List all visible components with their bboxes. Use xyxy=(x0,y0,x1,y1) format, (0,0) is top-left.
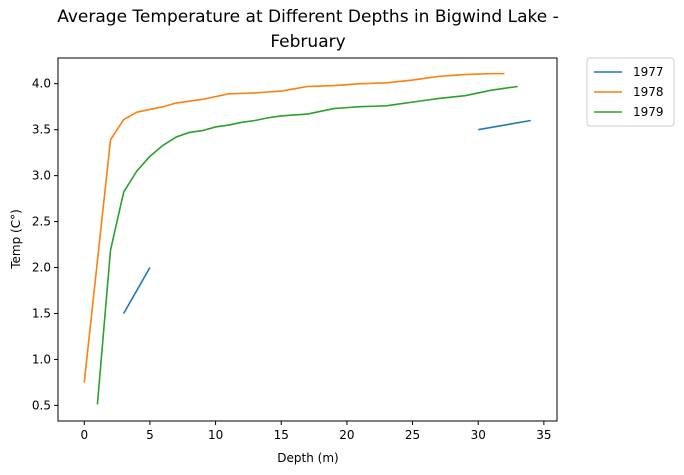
series-line-1977-segment-1 xyxy=(122,267,151,314)
chart-title-line-1: Average Temperature at Different Depths … xyxy=(57,7,559,27)
series-line-1978-segment-1 xyxy=(83,72,505,383)
series-layer xyxy=(83,72,531,405)
x-tick-label: 35 xyxy=(536,428,551,442)
x-tick-label: 25 xyxy=(405,428,420,442)
y-tick-label: 3.0 xyxy=(32,169,51,183)
x-tick-label: 0 xyxy=(80,428,88,442)
y-tick-label: 1.5 xyxy=(32,306,51,320)
x-axis-label: Depth (m) xyxy=(277,451,338,465)
chart-title-line-2: February xyxy=(270,32,345,52)
y-tick-label: 2.5 xyxy=(32,215,51,229)
x-tick-label: 30 xyxy=(471,428,486,442)
x-tick-label: 10 xyxy=(208,428,223,442)
y-tick-label: 0.5 xyxy=(32,398,51,412)
y-axis-label: Temp (C°) xyxy=(9,209,23,270)
x-tick-label: 5 xyxy=(146,428,154,442)
legend-box xyxy=(586,57,675,127)
plot-frame xyxy=(57,57,558,422)
x-tick-label: 20 xyxy=(339,428,354,442)
tick-layer: 0 5 10 15 20 25 30 35 0.5 1.0 1.5 2.0 2.5 3.0 3.5 4.0 xyxy=(32,77,552,442)
legend: 1977 1978 1979 xyxy=(586,57,675,127)
y-tick-label: 4.0 xyxy=(32,77,51,91)
y-tick-label: 2.0 xyxy=(32,261,51,275)
y-tick-label: 3.5 xyxy=(32,123,51,137)
series-line-1977-segment-2 xyxy=(478,119,531,131)
series-line-1979-segment-1 xyxy=(96,85,518,405)
legend-label-1978: 1978 xyxy=(633,85,664,99)
y-tick-label: 1.0 xyxy=(32,352,51,366)
x-tick-label: 15 xyxy=(274,428,289,442)
legend-label-1979: 1979 xyxy=(633,105,664,119)
legend-label-1977: 1977 xyxy=(633,65,664,79)
legend-entries: 1977 1978 1979 xyxy=(594,65,664,119)
